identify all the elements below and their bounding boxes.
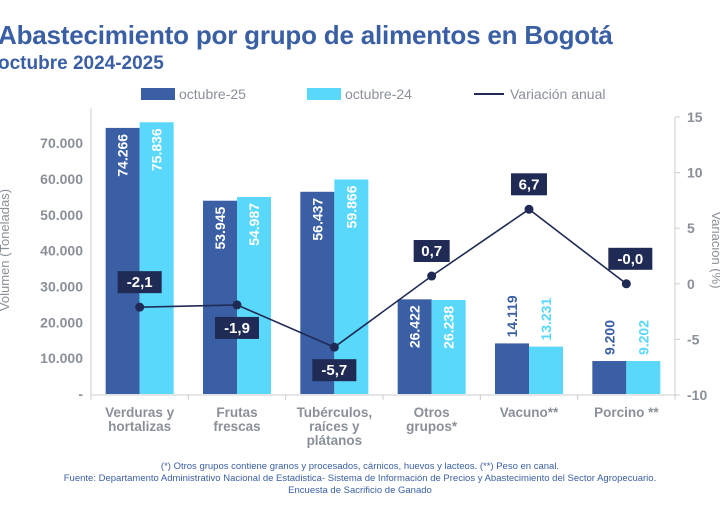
variation-data-label: -5,7 — [321, 362, 347, 379]
bar-octubre-25 — [105, 127, 140, 395]
bar-data-label: 14.119 — [504, 295, 520, 337]
chart-subtitle: octubre 2024-2025 — [0, 53, 164, 74]
x-tick-label: Verduras y — [105, 405, 175, 420]
bar-data-label: 9.200 — [601, 320, 617, 355]
variation-label-box — [511, 173, 547, 196]
legend-item-variacion: Variación anual — [474, 86, 605, 102]
x-tick-label: Frutas — [216, 405, 257, 420]
variation-label-box — [608, 247, 653, 270]
y-tick-label: 70.000 — [40, 135, 83, 151]
x-tick-label: Otros — [414, 405, 450, 420]
bar-octubre-24 — [431, 299, 466, 394]
legend-swatch — [307, 88, 341, 100]
x-tick-label: Vacuno** — [500, 405, 559, 420]
y-axis-title: Volumen (Toneladas) — [0, 189, 12, 311]
bar-octubre-24 — [237, 196, 271, 394]
x-tick-label: Tubérculos, — [297, 405, 373, 420]
bar-octubre-25 — [592, 361, 627, 394]
variation-data-label: 0,7 — [421, 243, 442, 260]
x-tick-label: frescas — [213, 419, 260, 434]
variation-data-label: -2,1 — [127, 274, 153, 291]
legend-label: Variación anual — [510, 86, 606, 102]
x-tick-label: raíces y — [309, 419, 360, 434]
y-tick-label: 60.000 — [40, 171, 83, 187]
legend-swatch — [141, 88, 175, 100]
y2-tick-label: -5 — [687, 331, 700, 347]
footnote-1: (*) Otros grupos contiene granos y proce… — [160, 461, 560, 472]
variation-point — [427, 271, 437, 281]
variation-point — [329, 342, 339, 352]
bar-data-label: 54.987 — [246, 203, 262, 246]
bar-data-label: 59.866 — [343, 185, 359, 228]
variation-line — [139, 208, 627, 349]
y2-axis-title: Variación (%) — [709, 211, 720, 288]
bar-octubre-25 — [203, 200, 237, 394]
y-tick-label: 20.000 — [40, 314, 83, 330]
variation-label-box — [413, 240, 450, 263]
variation-point — [524, 204, 534, 214]
bar-data-label: 53.945 — [212, 207, 228, 250]
legend-item-octubre-24: octubre-24 — [307, 86, 412, 102]
bar-octubre-24 — [626, 361, 661, 394]
variation-point — [621, 279, 631, 289]
y-tick-label: 40.000 — [40, 243, 83, 259]
x-tick-label: Porcino ** — [594, 405, 659, 420]
legend-label: octubre-25 — [179, 86, 246, 102]
bar-octubre-24 — [334, 179, 369, 394]
y2-tick-label: 0 — [687, 276, 695, 292]
bar-data-label: 26.422 — [407, 305, 423, 348]
y2-tick-label: 15 — [687, 109, 703, 125]
y2-tick-label: -10 — [687, 387, 707, 403]
variation-data-label: -1,9 — [224, 320, 250, 337]
y-tick-label: 10.000 — [40, 350, 83, 366]
bar-data-label: 9.202 — [635, 320, 651, 355]
y-tick-label: 30.000 — [40, 279, 83, 295]
x-tick-label: hortalizas — [108, 419, 171, 434]
bar-octubre-24 — [529, 346, 563, 394]
legend-item-octubre-25: octubre-25 — [141, 86, 246, 102]
footnote-source: Fuente: Departamento Administrativo Naci… — [63, 473, 657, 484]
y-tick-label: - — [78, 386, 83, 402]
legend-label: octubre-24 — [345, 86, 412, 102]
y2-tick-label: 10 — [687, 165, 703, 181]
variation-point — [232, 300, 242, 310]
x-tick-label: plátanos — [307, 433, 363, 448]
legend-line — [474, 93, 504, 95]
footnote-survey: Encuesta de Sacrificio de Ganado — [288, 485, 432, 496]
bar-octubre-24 — [139, 122, 174, 395]
bar-octubre-25 — [397, 299, 432, 394]
variation-label-box — [117, 271, 162, 294]
y-tick-label: 50.000 — [40, 207, 83, 223]
bar-data-label: 75.836 — [149, 128, 165, 171]
bar-data-label: 56.437 — [309, 198, 325, 241]
variation-data-label: -0,0 — [617, 251, 643, 268]
variation-point — [135, 302, 145, 312]
bar-data-label: 26.238 — [441, 306, 457, 349]
variation-label-box — [215, 316, 259, 339]
y2-tick-label: 5 — [687, 220, 695, 236]
bar-data-label: 13.231 — [538, 298, 554, 341]
x-tick-label: grupos* — [406, 419, 458, 434]
variation-data-label: 6,7 — [519, 176, 540, 193]
bar-data-label: 74.266 — [115, 134, 131, 177]
variation-label-box — [312, 359, 357, 382]
bar-octubre-25 — [495, 343, 529, 394]
chart-title: Abastecimiento por grupo de alimentos en… — [0, 20, 613, 50]
